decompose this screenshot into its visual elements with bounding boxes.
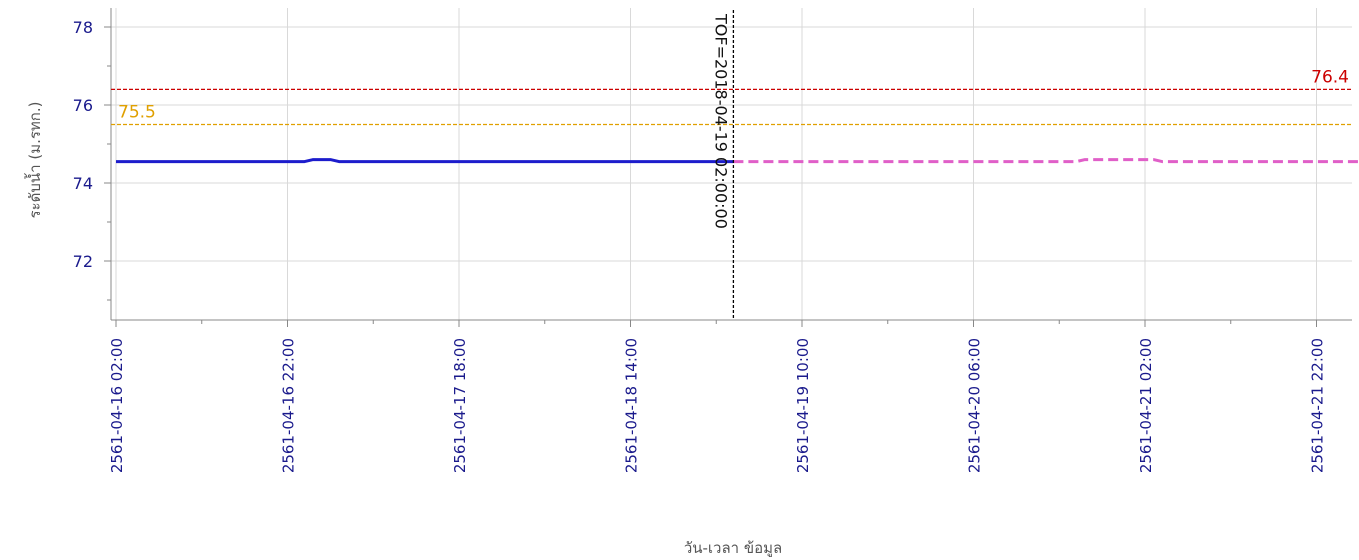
- y-axis-title: ระดับน้ำ (ม.รทก.): [24, 102, 44, 219]
- series-lines: [116, 158, 1359, 164]
- tof-marker: TOF=2018-04-19 02:00:00: [711, 10, 735, 320]
- reference-lines: 76.4 75.5: [111, 67, 1352, 126]
- x-tick-label: 2561-04-16 22:00: [280, 338, 298, 473]
- x-tick-label: 2561-04-20 06:00: [966, 338, 984, 473]
- y-tick-label: 76: [73, 96, 93, 115]
- x-tick-label: 2561-04-21 02:00: [1137, 338, 1155, 473]
- y-tick-labels: 72 74 76 78: [73, 18, 93, 271]
- observed-line: [116, 158, 734, 164]
- axes: [104, 8, 1352, 327]
- x-tick-label: 2561-04-19 10:00: [794, 338, 812, 473]
- grid-lines: [111, 8, 1352, 320]
- reference-line-label: 76.4: [1311, 67, 1349, 87]
- y-tick-label: 74: [73, 174, 93, 193]
- x-tick-label: 2561-04-18 14:00: [623, 338, 641, 473]
- x-tick-label: 2561-04-21 22:00: [1309, 338, 1327, 473]
- y-tick-label: 72: [73, 252, 93, 271]
- x-axis-title: วัน-เวลา ข้อมูล: [684, 539, 782, 557]
- reference-line-label: 75.5: [118, 103, 156, 123]
- tof-label: TOF=2018-04-19 02:00:00: [711, 13, 730, 229]
- x-tick-label: 2561-04-16 02:00: [108, 338, 126, 473]
- x-tick-labels: 2561-04-16 02:00 2561-04-16 22:00 2561-04-…: [108, 338, 1327, 473]
- y-tick-label: 78: [73, 18, 93, 37]
- x-tick-label: 2561-04-17 18:00: [451, 338, 469, 473]
- forecast-line: [733, 158, 1359, 164]
